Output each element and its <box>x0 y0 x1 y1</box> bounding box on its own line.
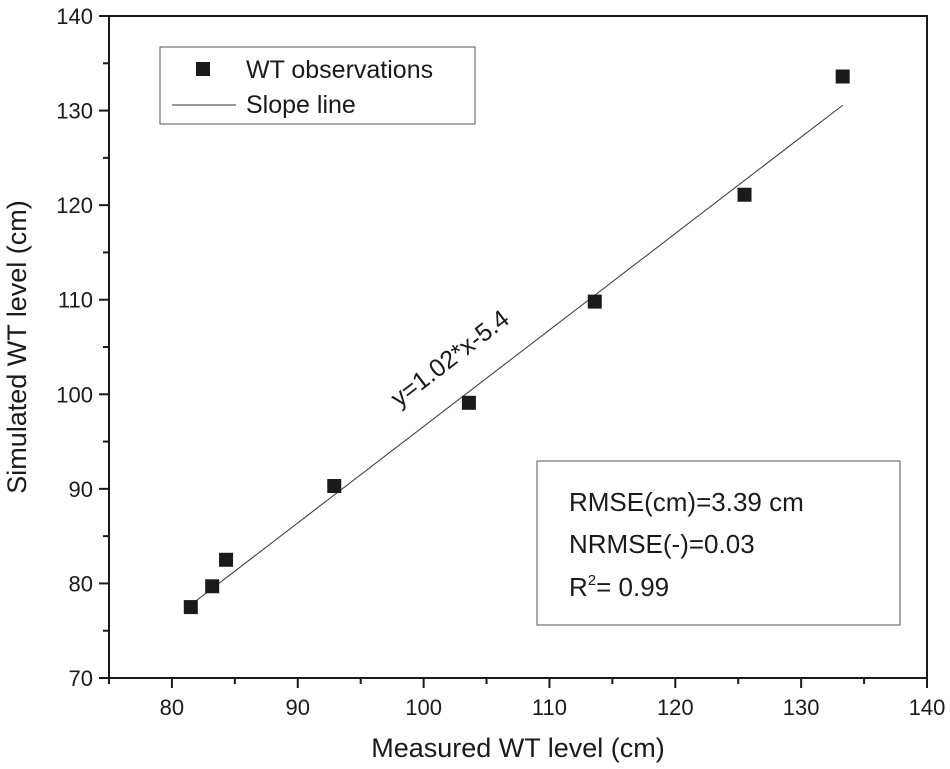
legend-box <box>159 46 476 125</box>
x-tick-label: 90 <box>286 695 310 720</box>
data-point <box>737 187 752 202</box>
stats-box: RMSE(cm)=3.39 cm NRMSE(-)=0.03 R2= 0.99 <box>536 460 901 626</box>
nrmse-text: NRMSE(-)=0.03 <box>569 529 755 559</box>
y-tick-label: 80 <box>69 571 93 596</box>
data-point <box>327 479 342 494</box>
y-tick-label: 100 <box>56 382 93 407</box>
x-tick-label: 110 <box>532 695 567 720</box>
x-tick-label: 100 <box>405 695 442 720</box>
r2-text: R2= 0.99 <box>569 572 669 602</box>
legend-marker-square <box>196 62 210 76</box>
x-tick-label: 130 <box>783 695 820 720</box>
y-tick-label: 70 <box>69 666 93 691</box>
legend-label-slope: Slope line <box>246 91 356 119</box>
y-tick-label: 90 <box>69 477 93 502</box>
y-tick-label: 120 <box>56 193 93 218</box>
x-axis-label: Measured WT level (cm) <box>371 733 665 763</box>
legend: WT observations Slope line <box>159 46 476 125</box>
data-point <box>461 395 476 410</box>
data-point <box>835 69 850 84</box>
y-axis-label: Simulated WT level (cm) <box>2 200 32 494</box>
x-tick-label: 80 <box>160 695 184 720</box>
x-tick-label: 140 <box>909 695 946 720</box>
data-point <box>587 294 602 309</box>
plot-frame <box>108 15 928 679</box>
data-point <box>219 552 234 567</box>
slope-line <box>190 104 843 606</box>
y-tick-label: 130 <box>56 99 93 124</box>
data-point <box>183 600 198 615</box>
data-point <box>205 579 220 594</box>
equation-label: y=1.02*x-5.4 <box>386 305 515 413</box>
stats-box-frame <box>536 460 901 626</box>
rmse-text: RMSE(cm)=3.39 cm <box>569 487 804 517</box>
x-tick-label: 120 <box>657 695 694 720</box>
y-tick-label: 140 <box>56 4 93 29</box>
y-tick-label: 110 <box>58 288 93 313</box>
legend-label-observations: WT observations <box>246 56 433 84</box>
